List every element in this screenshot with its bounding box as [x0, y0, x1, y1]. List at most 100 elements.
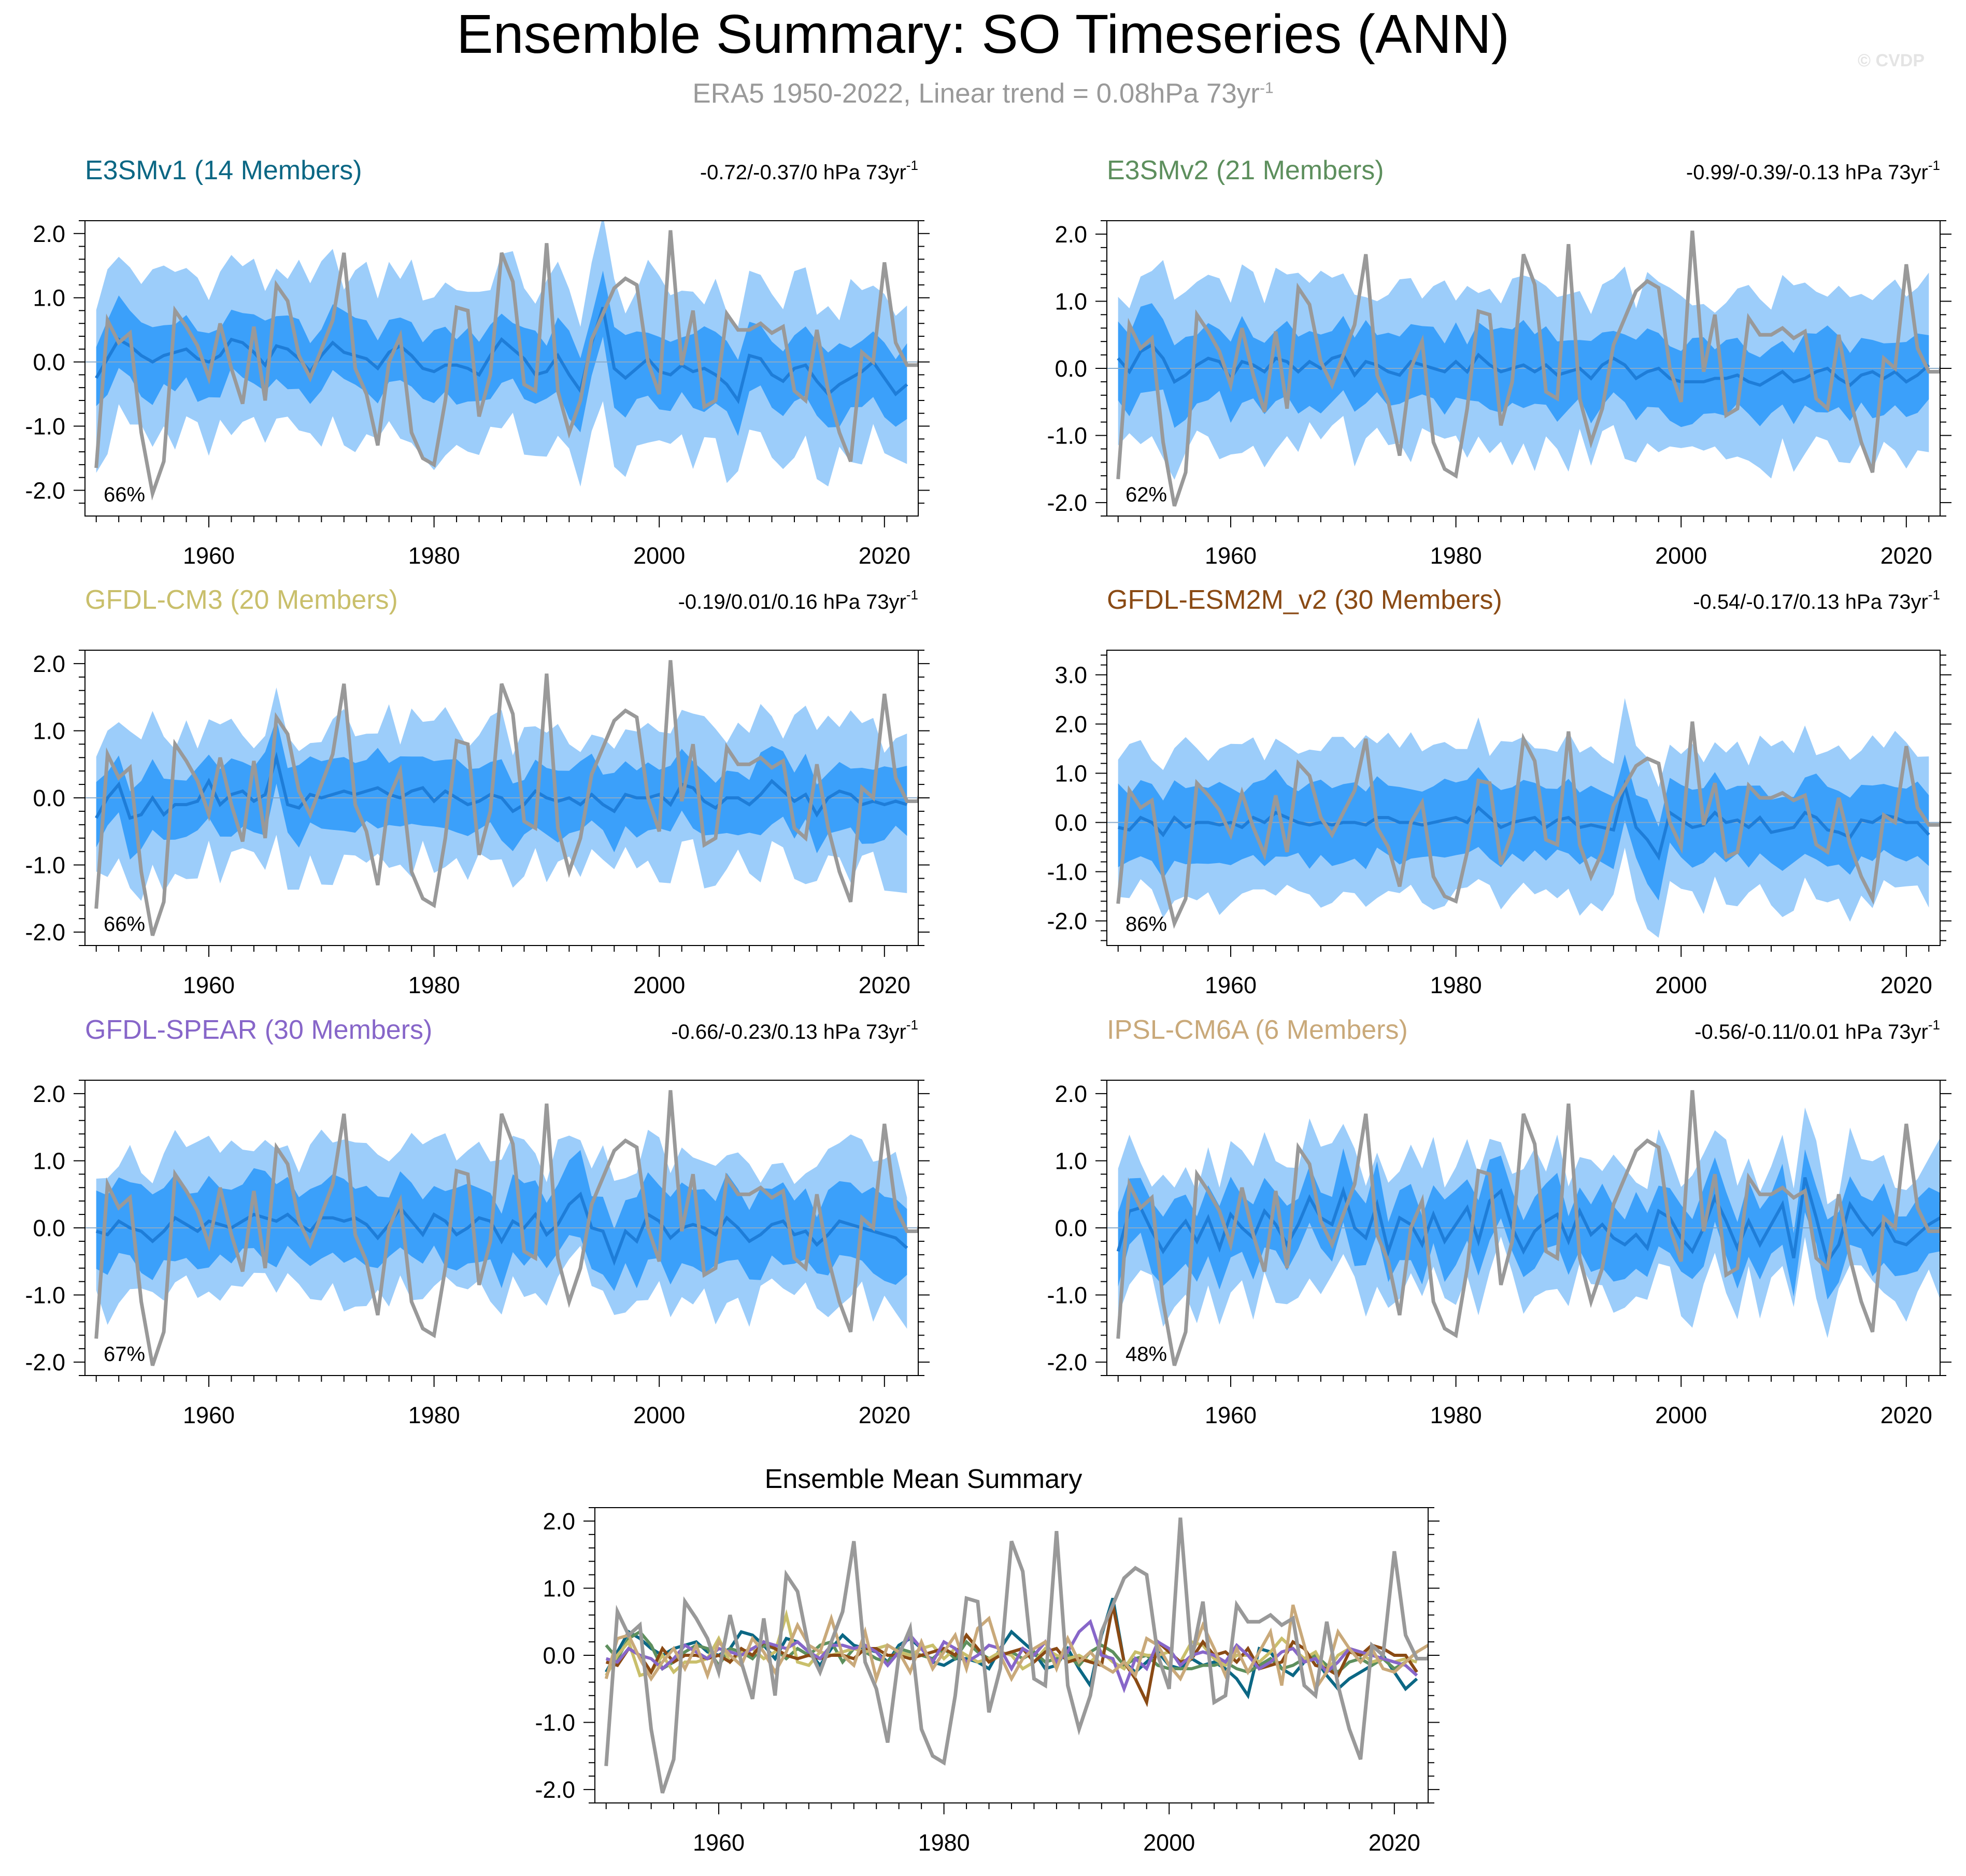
panel-title: Ensemble Mean Summary [765, 1464, 1082, 1494]
ensemble-mean-line [95, 307, 908, 405]
observations-line [604, 1517, 1428, 1794]
y-tick-label: 0.0 [1055, 810, 1087, 836]
x-tick-label: 1960 [1205, 1402, 1257, 1428]
y-tick-label: -2.0 [25, 477, 65, 504]
plot-area [1107, 1090, 1940, 1366]
y-tick-label: 2.0 [543, 1508, 575, 1535]
x-tick-label: 2020 [1880, 1402, 1932, 1428]
x-tick-label: 2020 [1880, 542, 1932, 569]
y-tick-label: -1.0 [25, 413, 65, 440]
percent-label: 62% [1126, 483, 1167, 506]
subtitle-exponent: -1 [1259, 79, 1274, 97]
y-tick-label: -1.0 [1047, 1282, 1087, 1309]
percent-label: 67% [104, 1343, 145, 1366]
y-tick-label: 0.0 [1055, 355, 1087, 382]
y-tick-label: 2.0 [33, 221, 65, 247]
plot-area [85, 221, 918, 501]
observations-line [94, 660, 918, 936]
y-tick-label: -1.0 [1047, 423, 1087, 449]
y-tick-label: 2.0 [33, 651, 65, 677]
percent-label: 66% [104, 483, 145, 506]
x-tick-label: 1980 [1430, 1402, 1482, 1428]
panel-2: E3SMv2 (21 Members) -0.99/-0.39/-0.13 hPa… [1047, 155, 1951, 569]
trend-label: -0.19/0.01/0.16 hPa 73yr-1 [678, 587, 918, 613]
observations-line [1116, 1090, 1940, 1366]
y-tick-label: -2.0 [535, 1777, 575, 1803]
panel-title: GFDL-SPEAR (30 Members) [85, 1015, 432, 1045]
x-tick-label: 2020 [859, 542, 910, 569]
plot-area [85, 1090, 918, 1366]
x-tick-label: 2000 [1655, 542, 1707, 569]
observations-line [1116, 231, 1940, 507]
y-tick-label: 2.0 [1055, 221, 1087, 248]
plot-area [1107, 698, 1940, 938]
observations-line [94, 1090, 918, 1366]
trend-label: -0.56/-0.11/0.01 hPa 73yr-1 [1694, 1017, 1940, 1043]
inner-spread-band [1118, 754, 1929, 900]
x-tick-label: 2000 [633, 542, 685, 569]
x-tick-label: 1980 [1430, 542, 1482, 569]
percent-label: 86% [1126, 913, 1167, 936]
trend-label: -0.99/-0.39/-0.13 hPa 73yr-1 [1686, 157, 1940, 184]
x-tick-label: 1960 [183, 542, 235, 569]
y-tick-label: 2.0 [33, 1081, 65, 1107]
plot-area [85, 660, 918, 936]
percent-label: 66% [104, 913, 145, 936]
x-tick-label: 1960 [693, 1829, 745, 1856]
panel-title: E3SMv2 (21 Members) [1107, 155, 1384, 185]
y-tick-label: 1.0 [1055, 761, 1087, 787]
y-tick-label: 2.0 [1055, 1081, 1087, 1107]
inner-spread-band [96, 719, 907, 860]
x-tick-label: 2000 [1655, 1402, 1707, 1428]
panel-6: IPSL-CM6A (6 Members) -0.56/-0.11/0.01 hP… [1047, 1015, 1951, 1428]
y-tick-label: -2.0 [25, 919, 65, 946]
model-mean-line-3 [605, 1609, 1418, 1678]
y-tick-label: -2.0 [1047, 1349, 1087, 1376]
y-tick-label: -1.0 [25, 852, 65, 879]
y-tick-label: -1.0 [1047, 859, 1087, 885]
y-tick-label: 2.0 [1055, 711, 1087, 738]
x-tick-label: 2020 [1880, 972, 1932, 998]
y-tick-label: 1.0 [1055, 1148, 1087, 1174]
plot-area [604, 1517, 1428, 1794]
y-tick-label: 1.0 [1055, 288, 1087, 314]
y-tick-label: -2.0 [25, 1349, 65, 1376]
y-tick-label: -1.0 [25, 1282, 65, 1309]
x-tick-label: 2020 [859, 1402, 910, 1428]
x-tick-label: 2020 [1369, 1829, 1420, 1856]
subtitle-text: ERA5 1950-2022, Linear trend = 0.08hPa 7… [692, 78, 1260, 109]
y-tick-label: -1.0 [535, 1710, 575, 1736]
x-tick-label: 1960 [183, 1402, 235, 1428]
x-tick-label: 2000 [633, 972, 685, 998]
x-tick-label: 1960 [1205, 542, 1257, 569]
panel-3: GFDL-CM3 (20 Members) -0.19/0.01/0.16 hPa… [25, 585, 930, 998]
x-tick-label: 1980 [408, 972, 460, 998]
x-tick-label: 2000 [1143, 1829, 1195, 1856]
x-tick-label: 1980 [408, 542, 460, 569]
inner-spread-band [1118, 1148, 1940, 1300]
y-tick-label: 1.0 [33, 1148, 65, 1174]
observations-line [94, 230, 918, 501]
panel-7: Ensemble Mean Summary 2.0 1.0 0.0 -1.0 -2.0 19… [535, 1464, 1440, 1856]
y-tick-label: 0.0 [33, 1215, 65, 1241]
panel-1: E3SMv1 (14 Members) -0.72/-0.37/0 hPa 73y… [25, 155, 930, 569]
y-tick-label: -2.0 [1047, 490, 1087, 516]
x-tick-label: 1980 [408, 1402, 460, 1428]
y-tick-label: 1.0 [33, 718, 65, 744]
y-tick-label: 0.0 [33, 349, 65, 376]
y-tick-label: 3.0 [1055, 662, 1087, 689]
inner-spread-band [96, 1150, 907, 1291]
trend-label: -0.66/-0.23/0.13 hPa 73yr-1 [671, 1017, 918, 1043]
plot-area [1107, 231, 1940, 507]
figure-subtitle: ERA5 1950-2022, Linear trend = 0.08hPa 7… [0, 78, 1966, 109]
panel-title: E3SMv1 (14 Members) [85, 155, 362, 185]
copyright-label: © CVDP [1858, 51, 1925, 70]
ensemble-mean-line [95, 751, 908, 820]
trend-label: -0.54/-0.17/0.13 hPa 73yr-1 [1693, 587, 1940, 613]
x-tick-label: 1980 [1430, 972, 1482, 998]
x-tick-label: 2000 [1655, 972, 1707, 998]
y-tick-label: -2.0 [1047, 908, 1087, 935]
figure-title: Ensemble Summary: SO Timeseries (ANN) [456, 4, 1510, 65]
panel-title: IPSL-CM6A (6 Members) [1107, 1015, 1408, 1045]
